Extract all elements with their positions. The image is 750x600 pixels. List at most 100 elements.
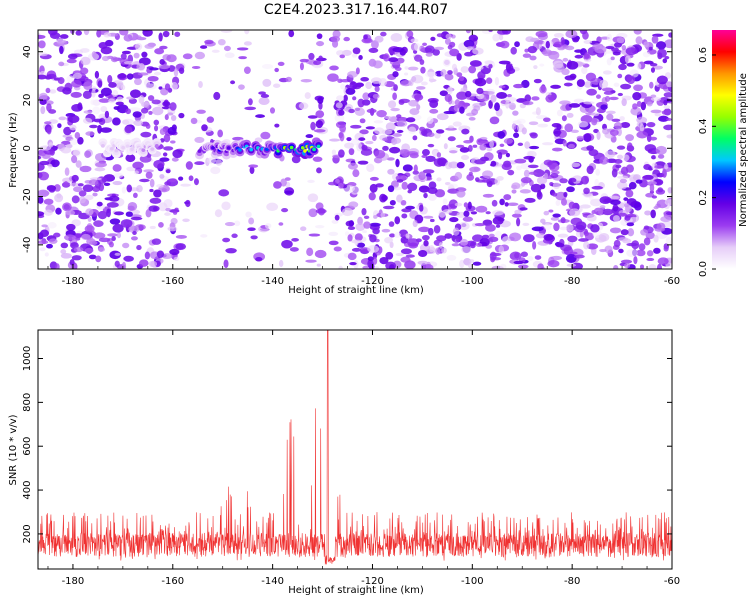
spectrogram-cell <box>334 214 340 221</box>
spectrogram-cell <box>97 210 108 220</box>
spectrogram-x-axis: -180 -160 -140 -120 -100 -80 -60 <box>47 30 680 287</box>
spectrogram-cell <box>141 101 149 108</box>
spectrogram-cell <box>173 256 180 261</box>
spectrogram-cell <box>334 113 345 123</box>
spectrogram-cell <box>96 201 103 207</box>
spectrogram-cell <box>226 146 231 150</box>
spectrogram-cell <box>375 183 384 188</box>
spectrogram-cell <box>277 61 285 66</box>
spectrogram-cell <box>485 211 491 215</box>
spectrogram-cell <box>467 262 473 269</box>
spectrogram-cell <box>583 187 590 195</box>
spectrogram-cell <box>563 82 573 87</box>
spectrogram-cell <box>536 191 543 200</box>
spectrogram-cell <box>482 170 494 179</box>
spectrogram-cell <box>422 42 428 47</box>
spectrogram-cell <box>408 99 419 107</box>
spectrogram-cell <box>630 107 642 116</box>
spectrogram-cell <box>49 89 57 94</box>
spectrogram-cell <box>250 235 258 240</box>
spectrogram-cell <box>145 123 151 129</box>
spectrogram-cell <box>351 53 358 58</box>
spectrogram-cell <box>174 31 181 37</box>
spectrogram-cell <box>166 54 177 63</box>
spectrogram-cell <box>613 122 623 130</box>
spectrogram-cell <box>70 30 75 34</box>
spectrogram-cell <box>178 112 185 119</box>
spectrogram-cell <box>552 60 564 69</box>
spectrogram-cell <box>523 155 536 160</box>
spectrogram-cell <box>581 66 588 75</box>
spectrogram-cell <box>349 81 358 90</box>
spectrogram-cell <box>89 124 98 129</box>
spectrogram-cell <box>469 60 482 67</box>
spectrogram-cell <box>483 90 495 95</box>
spectrogram-cell <box>536 176 548 185</box>
spectrogram-cell <box>474 222 486 227</box>
spectrogram-cell <box>85 208 94 216</box>
spectrogram-cell <box>656 75 668 85</box>
spectrogram-cell <box>374 149 386 159</box>
spectrogram-cell <box>666 117 672 121</box>
spectrogram-cell <box>372 134 377 142</box>
spectrogram-cell <box>616 181 628 190</box>
spectrogram-cell <box>147 95 155 101</box>
spectrogram-cell <box>390 107 400 112</box>
spectrogram-cell <box>486 147 493 152</box>
spectrogram-cell <box>591 117 598 126</box>
spectrogram-cell <box>70 91 82 98</box>
spectrogram-cell <box>425 155 436 162</box>
spectrogram-cell <box>154 125 159 132</box>
spectrogram-cell <box>442 198 448 205</box>
spectrogram-cell <box>164 83 171 91</box>
spectrogram-cell <box>43 198 54 205</box>
spectrogram-cell <box>499 40 510 49</box>
spectrogram-cell <box>180 183 191 187</box>
spectrogram-cell <box>462 216 474 222</box>
spectrogram-cell <box>384 115 392 120</box>
spectrogram-cell <box>59 45 64 55</box>
spectrogram-cell <box>423 240 429 247</box>
spectrogram-cell <box>206 116 215 123</box>
spectrogram-cell <box>605 45 615 50</box>
spectrogram-cell <box>607 195 620 200</box>
spectrogram-cell <box>545 40 550 49</box>
spectrogram-cell <box>112 164 122 172</box>
spectrogram-cell <box>636 100 642 108</box>
spectrogram-cell <box>154 144 159 148</box>
spectrogram-cell <box>501 236 512 244</box>
spectrogram-cell <box>365 126 376 130</box>
spectrogram-cell <box>339 54 346 59</box>
spectrogram-cell <box>347 162 358 170</box>
spectrogram-cell <box>273 181 282 189</box>
spectrogram-cell <box>389 200 396 206</box>
spectrogram-cell <box>626 198 637 206</box>
spectrogram-cell <box>363 221 371 229</box>
spectrogram-cell <box>163 134 171 143</box>
spectrogram-y-tick-label: -20 <box>22 188 33 204</box>
spectrogram-cell <box>445 33 452 40</box>
spectrogram-cell <box>570 217 583 226</box>
spectrogram-cell <box>649 183 655 193</box>
spectrogram-cell <box>243 41 252 46</box>
spectrogram-cell <box>498 35 504 41</box>
spectrogram-cell <box>385 251 394 260</box>
spectrogram-cell <box>182 53 193 60</box>
spectrogram-cell <box>579 30 588 35</box>
spectrogram-cell <box>528 171 538 175</box>
spectrogram-cell <box>69 182 81 187</box>
spectrogram-cell <box>153 159 165 169</box>
snr-x-tick-label: -60 <box>664 576 680 587</box>
spectrogram-cell <box>175 234 188 239</box>
spectrogram-cell <box>423 263 434 269</box>
spectrogram-cell <box>565 30 578 39</box>
spectrogram-cell <box>58 116 67 121</box>
spectrogram-cell <box>171 157 179 162</box>
spectrogram-cell <box>612 204 619 212</box>
spectrogram-cell <box>369 183 378 193</box>
spectrogram-cell <box>318 55 323 62</box>
spectrogram-cell <box>498 85 506 89</box>
spectrogram-cell <box>66 223 76 231</box>
spectrogram-cell <box>63 126 72 136</box>
spectrogram-cell <box>341 49 352 56</box>
